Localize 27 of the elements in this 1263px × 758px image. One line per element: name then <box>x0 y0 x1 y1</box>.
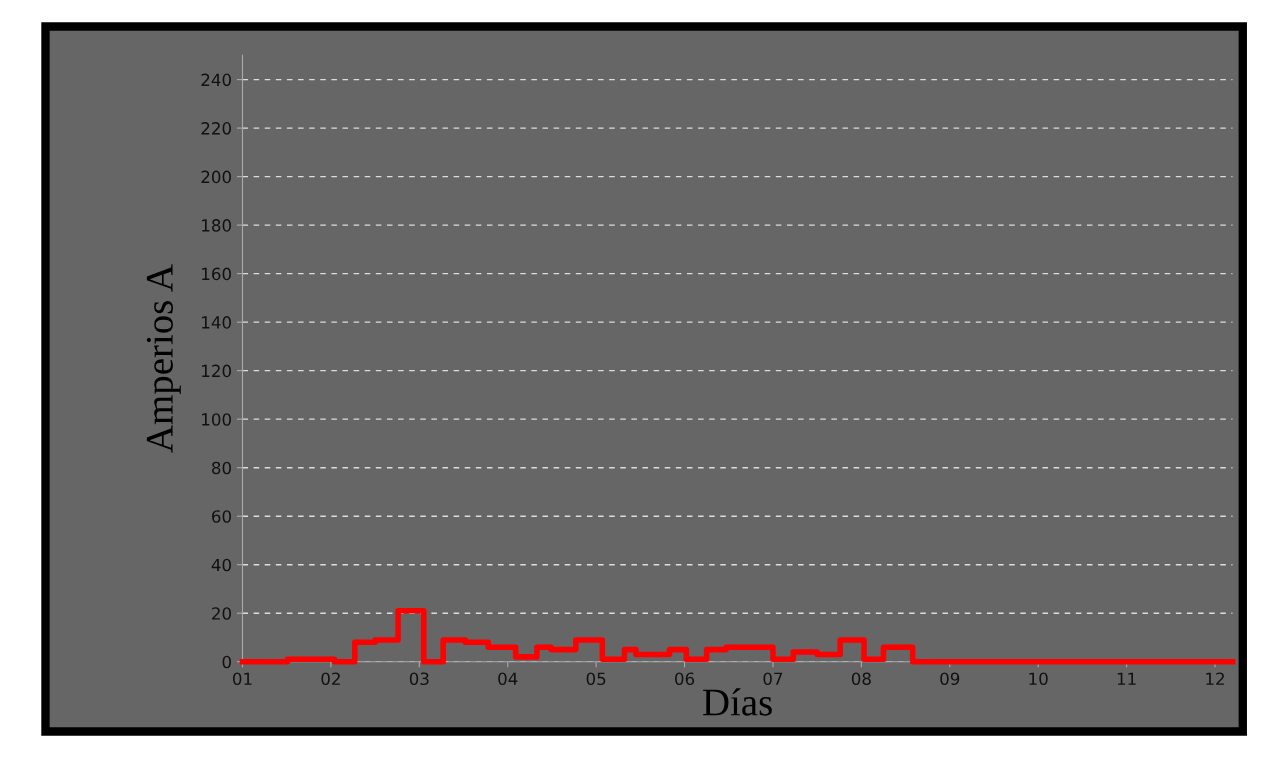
x-tick-label: 05 <box>586 672 606 686</box>
x-tick-label: 01 <box>232 672 252 686</box>
x-tick-label: 07 <box>763 672 783 686</box>
y-tick-label: 240 <box>201 73 231 87</box>
x-tick-label: 11 <box>1117 672 1136 685</box>
x-axis-title: Días <box>703 688 772 716</box>
x-tick-label: 10 <box>1029 672 1048 686</box>
x-tick-label: 09 <box>940 672 960 686</box>
y-tick-label: 60 <box>212 510 231 523</box>
y-axis-title: Amperios A <box>146 264 181 453</box>
y-tick-label: 140 <box>202 316 231 329</box>
y-tick-label: 100 <box>202 413 231 426</box>
x-tick-label: 12 <box>1206 672 1224 685</box>
y-tick-label: 160 <box>202 267 231 281</box>
y-tick-label: 200 <box>201 170 231 184</box>
x-tick-label: 04 <box>498 672 518 686</box>
x-tick-label: 03 <box>409 672 429 686</box>
y-tick-label: 40 <box>211 558 231 572</box>
y-tick-label: 180 <box>202 219 231 232</box>
y-tick-label: 220 <box>201 122 231 135</box>
x-tick-label: 02 <box>321 672 340 686</box>
y-tick-label: 80 <box>212 461 231 475</box>
x-tick-label: 06 <box>675 672 695 686</box>
y-tick-label: 20 <box>212 607 231 620</box>
y-tick-label: 120 <box>202 364 231 378</box>
x-tick-label: 08 <box>851 672 871 686</box>
y-tick-label: 0 <box>222 655 231 669</box>
